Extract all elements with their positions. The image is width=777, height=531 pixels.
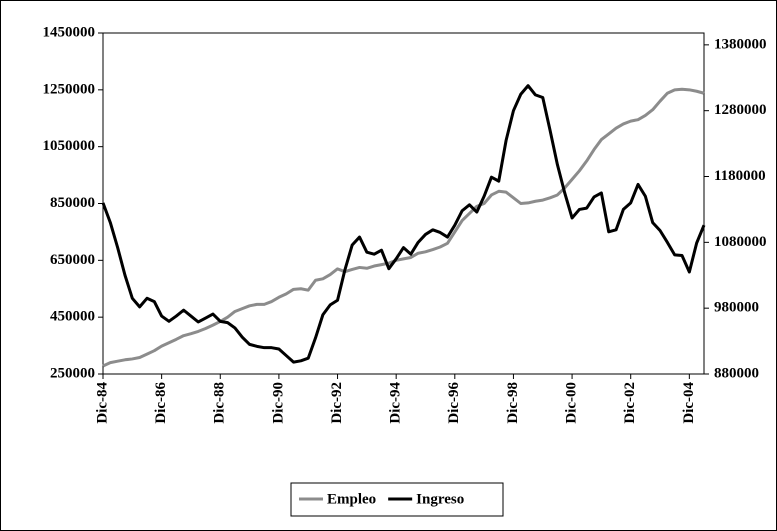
x-tick-label: Dic-00 bbox=[564, 382, 580, 424]
x-tick-label: Dic-94 bbox=[388, 382, 404, 424]
y-tick-label: 650000 bbox=[50, 252, 95, 268]
x-tick-label: Dic-84 bbox=[94, 382, 110, 424]
series-line bbox=[102, 87, 705, 368]
plot-area bbox=[102, 32, 705, 375]
y2-tick-label: 980000 bbox=[714, 300, 759, 316]
x-tick-label: Dic-90 bbox=[270, 382, 286, 424]
legend-label: Empleo bbox=[327, 491, 376, 507]
y-tick-label: 250000 bbox=[50, 365, 95, 381]
legend-label: Ingreso bbox=[416, 491, 464, 507]
y-tick-label: 1250000 bbox=[43, 81, 96, 97]
y-tick-label: 850000 bbox=[50, 195, 95, 211]
y-tick-label: 1450000 bbox=[43, 24, 96, 40]
y2-tick-label: 1280000 bbox=[714, 102, 767, 118]
y-tick-label: 450000 bbox=[50, 309, 95, 325]
x-tick-label: Dic-04 bbox=[681, 382, 697, 424]
y2-tick-label: 880000 bbox=[714, 365, 759, 381]
x-tick-label: Dic-02 bbox=[622, 382, 638, 424]
y2-tick-label: 1080000 bbox=[714, 234, 767, 250]
x-tick-label: Dic-92 bbox=[329, 382, 345, 424]
x-tick-label: Dic-96 bbox=[446, 382, 462, 424]
y2-tick-label: 1180000 bbox=[714, 168, 766, 184]
x-tick-label: Dic-88 bbox=[212, 382, 228, 424]
x-tick-label: Dic-98 bbox=[505, 382, 521, 424]
y2-tick-label: 1380000 bbox=[714, 36, 767, 52]
y-tick-label: 1050000 bbox=[43, 138, 96, 154]
series-line bbox=[101, 84, 706, 364]
x-tick-label: Dic-86 bbox=[153, 382, 169, 424]
